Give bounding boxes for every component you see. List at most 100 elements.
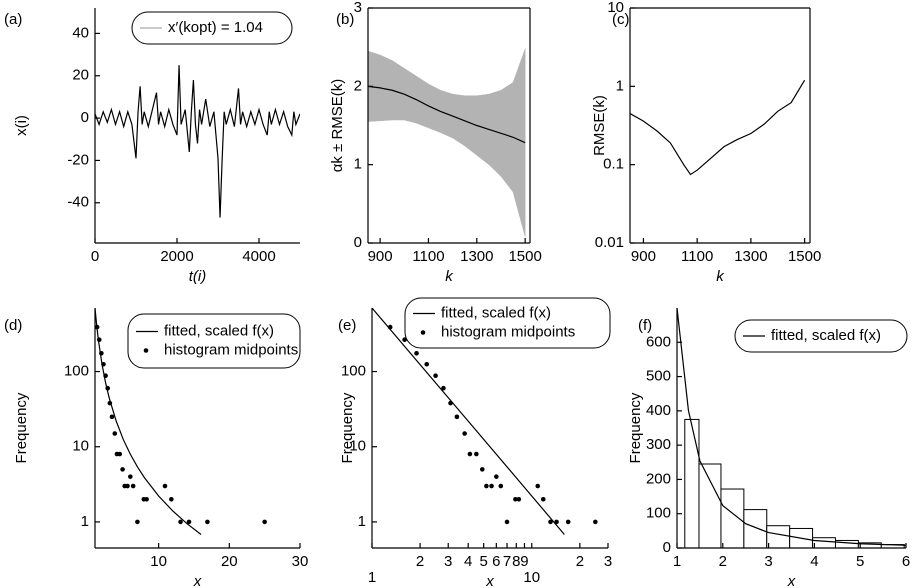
x-tick-label: 0	[91, 248, 99, 265]
x-tick-label: 900	[368, 248, 393, 265]
line	[677, 308, 906, 546]
y-tick-label: 3	[354, 0, 362, 16]
y-tick-label: -40	[67, 194, 89, 211]
x-tick-label: 10	[150, 553, 167, 570]
histogram-bar	[743, 509, 768, 548]
point	[162, 483, 168, 489]
x-tick-label: 4	[464, 553, 472, 570]
plot-area	[368, 48, 526, 237]
point	[107, 400, 113, 406]
y-tick-label: 200	[646, 470, 671, 487]
panel-label: (d)	[4, 317, 22, 334]
legend-label: histogram midpoints	[441, 323, 575, 340]
line	[368, 85, 526, 144]
point	[144, 496, 149, 502]
x-tick-label: 9	[520, 553, 528, 570]
x-axis-label: x	[485, 573, 494, 588]
point	[112, 431, 118, 436]
y-tick-label: 20	[72, 67, 89, 84]
x-axis-label: k	[716, 268, 725, 285]
y-tick-label: 0.1	[603, 156, 624, 173]
point	[462, 431, 467, 436]
point	[414, 350, 419, 356]
point	[535, 483, 541, 489]
point	[105, 385, 111, 391]
legend-symbol	[420, 330, 426, 335]
y-tick-label: 10	[349, 438, 366, 455]
x-tick-label: 7	[503, 553, 511, 570]
x-tick-label: 5	[480, 553, 488, 570]
error-band	[464, 95, 478, 156]
legend-symbol	[143, 348, 149, 353]
x-tick-label: 1500	[788, 248, 821, 265]
y-tick-label: 10	[72, 438, 89, 455]
y-tick-label: 100	[646, 505, 671, 522]
line	[630, 79, 806, 176]
y-tick-label: 1	[616, 77, 624, 94]
point	[484, 483, 489, 489]
x-tick-label: 5	[856, 553, 864, 570]
point	[125, 483, 130, 489]
point	[103, 373, 108, 379]
y-tick-label: 0	[663, 539, 671, 556]
point	[387, 324, 393, 330]
point	[96, 337, 102, 343]
error-band	[416, 75, 429, 129]
point	[128, 474, 133, 479]
point	[402, 337, 407, 343]
plot-area	[95, 308, 267, 535]
panel-label: (a)	[4, 11, 22, 28]
y-axis-label: Frequency	[627, 392, 644, 463]
point	[109, 414, 115, 420]
legend-box	[404, 297, 611, 349]
x-tick-label: 6	[492, 553, 500, 570]
point	[205, 519, 210, 525]
histogram-bar	[720, 488, 745, 548]
point	[516, 496, 522, 502]
y-tick-label: 0	[354, 234, 362, 251]
y-tick-label: 0	[81, 109, 89, 126]
x-tick-label: 1	[673, 553, 681, 570]
x-axis-label: k	[445, 268, 454, 285]
y-axis-label: RMSE(k)	[591, 95, 608, 156]
x-tick-label: 2	[719, 553, 727, 570]
y-tick-label: 500	[646, 368, 671, 385]
x-axis-label: t(i)	[189, 268, 207, 285]
panel-label: (f)	[638, 317, 652, 334]
y-tick-label: 10	[607, 0, 624, 16]
point	[540, 496, 546, 502]
plot-area	[372, 308, 598, 535]
line	[95, 65, 300, 218]
x-axis-label: x	[193, 573, 202, 588]
plot-area	[677, 308, 906, 548]
point	[433, 373, 438, 379]
panel-label: (e)	[338, 317, 356, 334]
legend-label: fitted, scaled f(x)	[164, 322, 274, 339]
legend-box	[734, 319, 908, 353]
x-tick-label: 1500	[508, 248, 541, 265]
legend-box	[127, 313, 301, 369]
histogram-bar	[812, 537, 836, 548]
point	[474, 451, 479, 457]
point	[489, 483, 494, 489]
point	[178, 519, 183, 525]
x-tick-label: 900	[631, 248, 656, 265]
x-tick-label: 1100	[681, 248, 713, 265]
point	[504, 519, 510, 525]
legend-label: fitted, scaled f(x)	[441, 304, 551, 321]
x-tick-label: 1100	[412, 248, 444, 265]
y-axis-label: αk ± RMSE(k)	[329, 79, 346, 173]
point	[565, 519, 571, 525]
y-tick-label: 40	[72, 24, 89, 41]
point	[454, 414, 460, 420]
y-tick-label: 1	[81, 513, 89, 530]
x-tick-label: 2	[416, 553, 424, 570]
line	[95, 308, 202, 535]
point	[117, 451, 123, 457]
point	[120, 467, 125, 472]
point	[130, 483, 136, 489]
y-axis-label: Frequency	[339, 392, 356, 463]
x-tick-label: 4000	[242, 248, 275, 265]
histogram-bar	[684, 418, 700, 548]
y-axis-label: Frequency	[13, 392, 30, 463]
